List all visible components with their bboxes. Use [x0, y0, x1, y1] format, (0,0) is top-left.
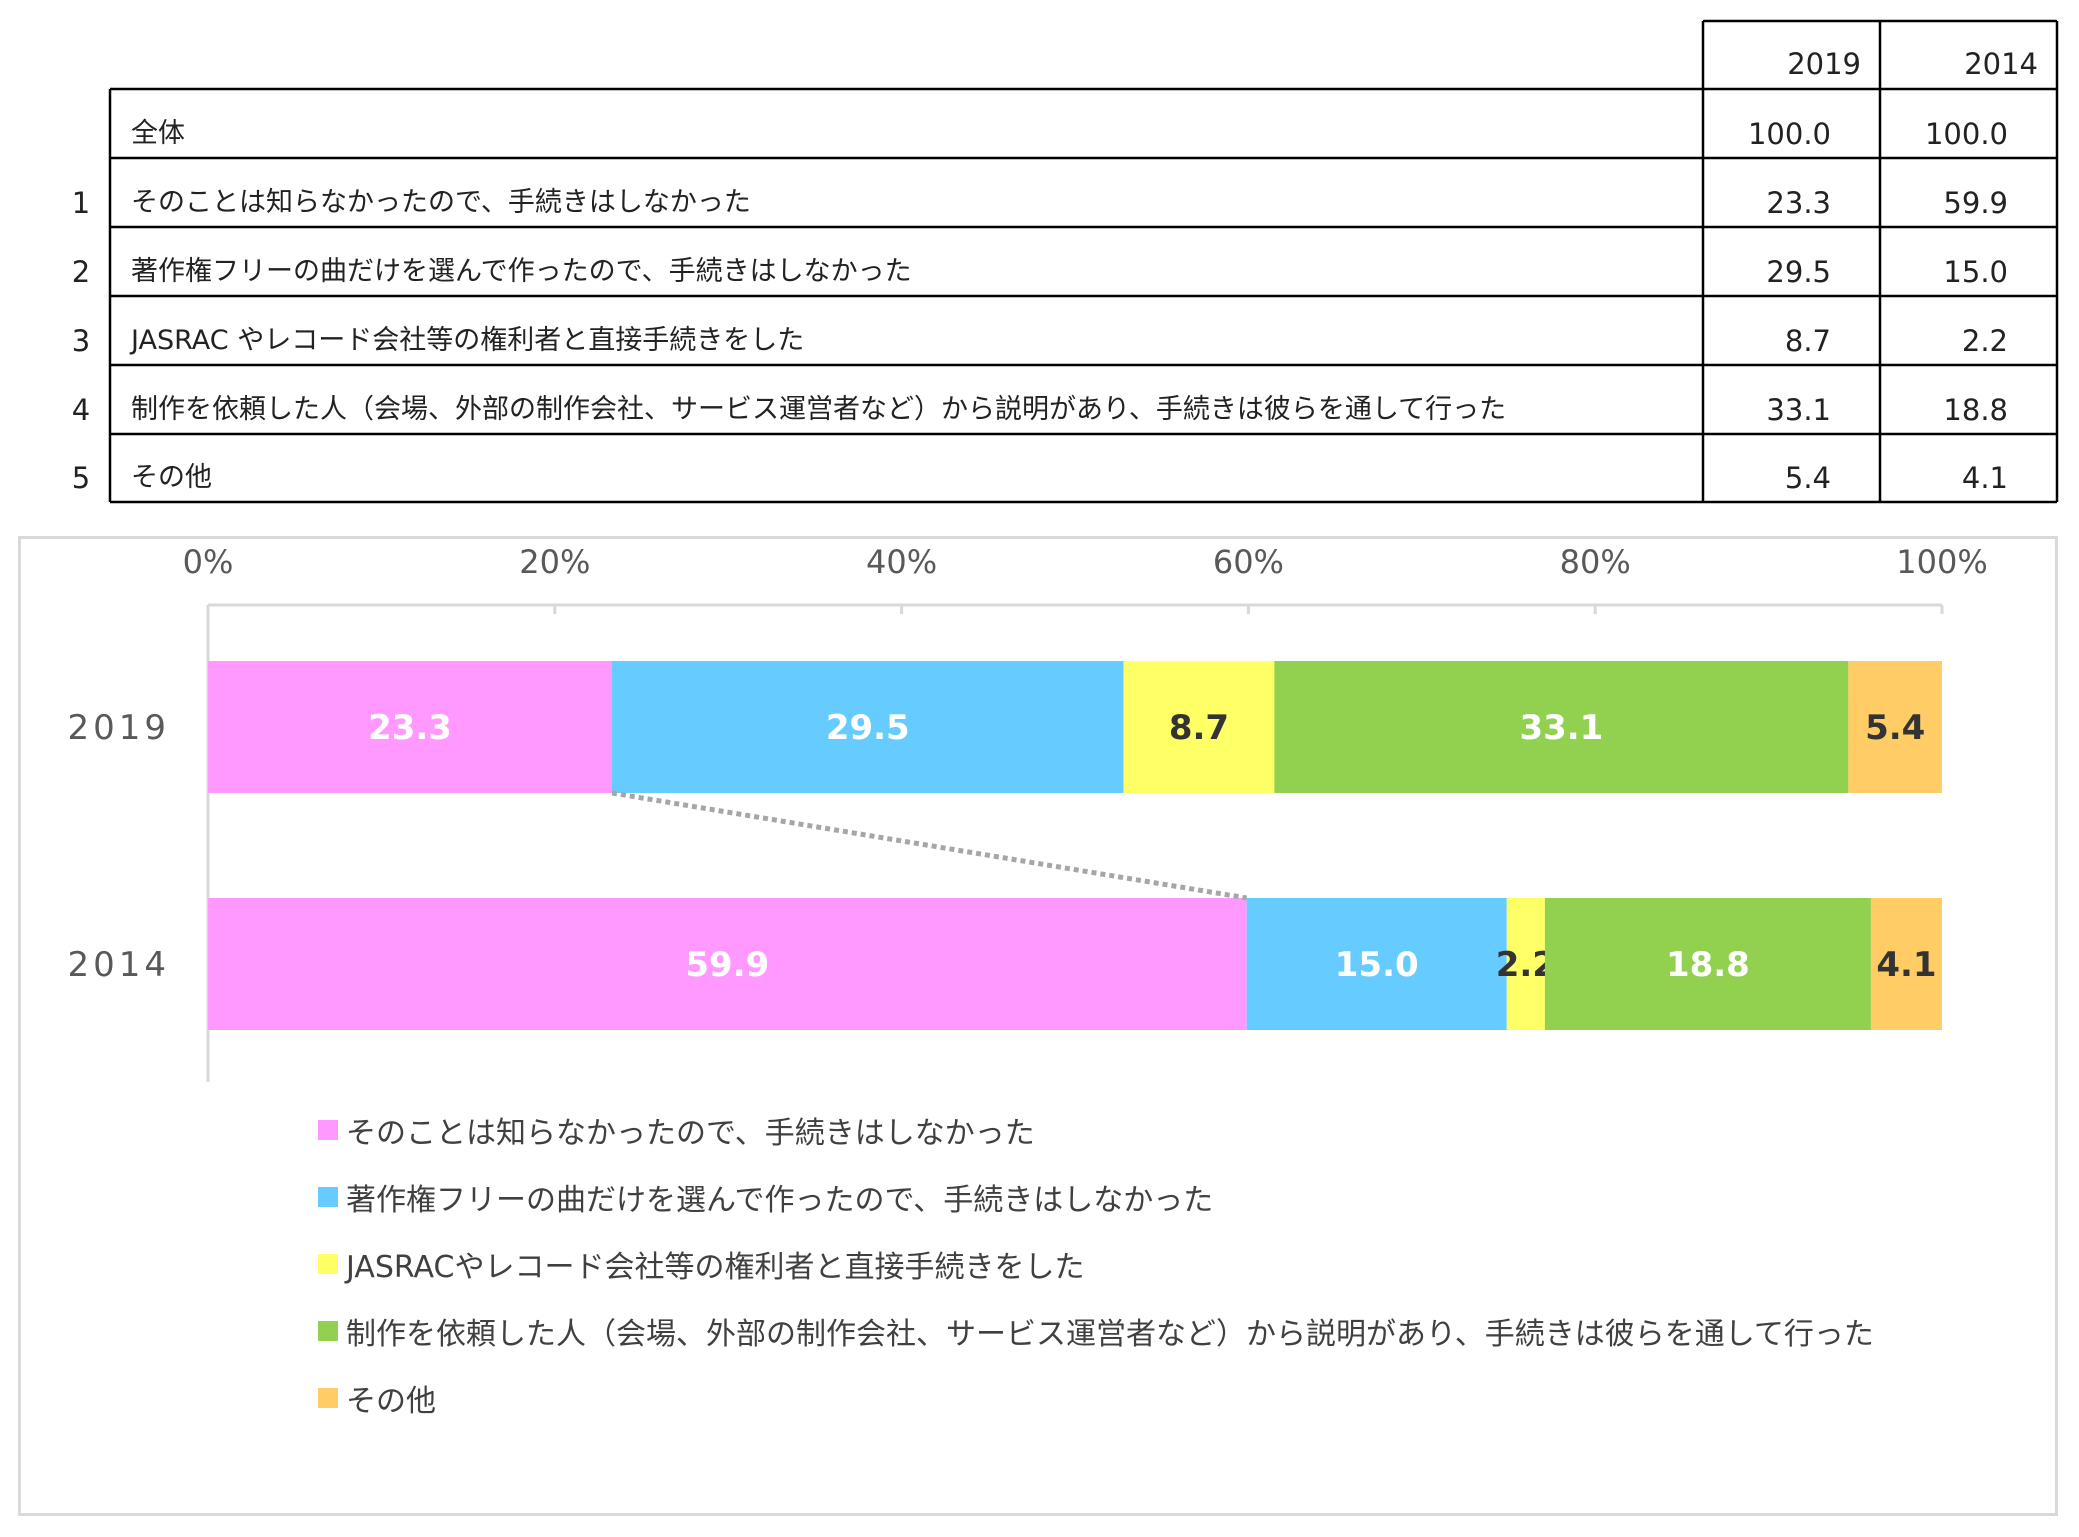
category-label: 2019 — [67, 708, 170, 748]
bar-segment — [1123, 661, 1275, 793]
x-tick-label: 80% — [1560, 543, 1631, 581]
data-label: 59.9 — [685, 945, 769, 985]
table-row-value-2014: 15.0 — [1943, 255, 2008, 289]
data-label: 23.3 — [368, 708, 452, 748]
table-total-2014: 100.0 — [1924, 117, 2008, 151]
legend-swatch — [318, 1321, 338, 1341]
table-row-label: 著作権フリーの曲だけを選んで作ったので、手続きはしなかった — [131, 256, 912, 287]
table-header-2019: 2019 — [1787, 47, 1861, 81]
data-label: 18.8 — [1666, 945, 1750, 985]
table-row-label: そのことは知らなかったので、手続きはしなかった — [131, 187, 751, 218]
legend-swatch — [318, 1187, 338, 1207]
bar-segment — [1848, 661, 1942, 793]
data-label: 4.1 — [1876, 945, 1936, 985]
table-total-label: 全体 — [131, 118, 185, 149]
table-row-value-2019: 23.3 — [1766, 186, 1831, 220]
category-label: 2014 — [67, 945, 170, 985]
table-row-value-2014: 59.9 — [1943, 186, 2008, 220]
bar-segment — [1274, 661, 1849, 793]
series-connector-line — [611, 790, 1248, 901]
table-row-value-2014: 4.1 — [1961, 461, 2008, 495]
table-row-number: 5 — [71, 461, 91, 495]
legend-item: 制作を依頼した人（会場、外部の制作会社、サービス運営者など）から説明があり、手続… — [318, 1311, 1874, 1352]
bar-segment — [1544, 898, 1871, 1030]
table-row-value-2019: 5.4 — [1784, 461, 1831, 495]
legend-label: 制作を依頼した人（会場、外部の制作会社、サービス運営者など）から説明があり、手続… — [346, 1317, 1874, 1352]
data-label: 5.4 — [1865, 708, 1925, 748]
legend-item: その他 — [318, 1378, 436, 1419]
table-total-2019: 100.0 — [1747, 117, 1831, 151]
table-row-value-2019: 29.5 — [1766, 255, 1831, 289]
bar-segment — [1246, 898, 1507, 1030]
table-row-value-2019: 8.7 — [1784, 324, 1831, 358]
bar-segment — [1870, 898, 1942, 1030]
legend-label: そのことは知らなかったので、手続きはしなかった — [346, 1116, 1035, 1151]
table-row-value-2014: 2.2 — [1961, 324, 2008, 358]
bar-segment — [208, 661, 613, 793]
legend-label: その他 — [346, 1384, 436, 1419]
table-row-value-2014: 18.8 — [1943, 393, 2008, 427]
data-label: 15.0 — [1335, 945, 1419, 985]
x-tick-label: 60% — [1213, 543, 1284, 581]
legend-swatch — [318, 1388, 338, 1408]
table-row-value-2019: 33.1 — [1766, 393, 1831, 427]
bar-segment — [1506, 898, 1545, 1030]
x-tick-label: 40% — [866, 543, 937, 581]
table-row-number: 2 — [71, 255, 91, 289]
legend-item: そのことは知らなかったので、手続きはしなかった — [318, 1110, 1035, 1151]
data-label: 33.1 — [1519, 708, 1603, 748]
legend-item: 著作権フリーの曲だけを選んで作ったので、手続きはしなかった — [318, 1177, 1214, 1218]
legend-swatch — [318, 1120, 338, 1140]
chart-frame — [18, 536, 2058, 1516]
legend-item: JASRACやレコード会社等の権利者と直接手続きをした — [318, 1244, 1085, 1285]
bar-segment — [208, 898, 1247, 1030]
data-label: 8.7 — [1169, 708, 1229, 748]
legend-label: JASRACやレコード会社等の権利者と直接手続きをした — [346, 1250, 1085, 1285]
legend-label: 著作権フリーの曲だけを選んで作ったので、手続きはしなかった — [346, 1183, 1214, 1218]
x-tick-label: 20% — [519, 543, 590, 581]
data-label: 29.5 — [826, 708, 910, 748]
data-table-grid — [108, 19, 2059, 504]
table-row-number: 4 — [71, 393, 91, 427]
table-row-number: 3 — [71, 324, 91, 358]
table-header-2014: 2014 — [1964, 47, 2038, 81]
table-row-label: 制作を依頼した人（会場、外部の制作会社、サービス運営者など）から説明があり、手続… — [131, 394, 1507, 425]
table-row-label: JASRAC やレコード会社等の権利者と直接手続きをした — [131, 325, 805, 356]
x-tick-label: 100% — [1896, 543, 1987, 581]
legend-swatch — [318, 1254, 338, 1274]
table-row-number: 1 — [71, 186, 91, 220]
bar-segment — [612, 661, 1124, 793]
x-tick-label: 0% — [183, 543, 234, 581]
table-row-label: その他 — [131, 462, 212, 493]
